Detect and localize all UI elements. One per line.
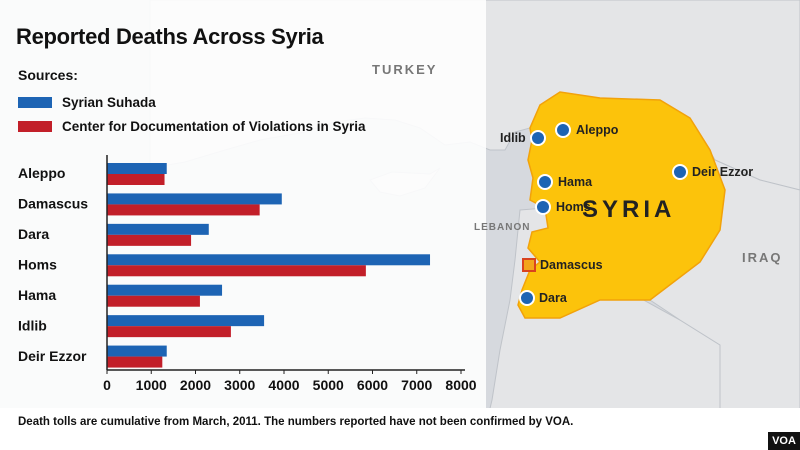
bar-syrian-suhada-deir-ezzor xyxy=(107,345,167,357)
bar-syrian-suhada-aleppo xyxy=(107,163,167,174)
x-tick-label: 2000 xyxy=(180,377,211,393)
country-label-lebanon: LEBANON xyxy=(474,222,531,233)
sources-label: Sources: xyxy=(18,67,78,83)
bar-cdv-idlib xyxy=(107,326,231,338)
x-tick-label: 1000 xyxy=(136,377,167,393)
x-tick-label: 8000 xyxy=(445,377,476,393)
bar-cdv-hama xyxy=(107,295,200,307)
bar-cdv-dara xyxy=(107,234,192,246)
category-label: Hama xyxy=(18,287,56,303)
city-hama: Hama xyxy=(537,174,592,190)
bar-cdv-deir-ezzor xyxy=(107,356,163,368)
city-label: Aleppo xyxy=(576,123,619,137)
footer-band xyxy=(0,408,800,450)
footnote: Death tolls are cumulative from March, 2… xyxy=(18,416,574,428)
category-label: Deir Ezzor xyxy=(18,348,87,364)
legend-item-syrian-suhada: Syrian Suhada xyxy=(18,94,156,110)
city-marker-icon xyxy=(519,290,535,306)
city-label: Idlib xyxy=(500,131,526,145)
bar-syrian-suhada-idlib xyxy=(107,315,265,327)
bar-syrian-suhada-dara xyxy=(107,223,209,235)
x-tick-label: 3000 xyxy=(224,377,255,393)
legend-swatch-red xyxy=(18,120,52,132)
country-label-iraq: IRAQ xyxy=(742,250,783,265)
city-label: Hama xyxy=(558,175,593,189)
country-label-turkey: TURKEY xyxy=(372,62,438,77)
category-label: Dara xyxy=(18,226,49,242)
city-marker-icon xyxy=(555,122,571,138)
bar-cdv-aleppo xyxy=(107,174,165,185)
x-tick-label: 7000 xyxy=(401,377,432,393)
city-damascus: Damascus xyxy=(522,258,603,272)
category-label: Damascus xyxy=(18,196,88,212)
city-marker-icon xyxy=(535,199,551,215)
category-label: Idlib xyxy=(18,317,47,333)
bar-syrian-suhada-hama xyxy=(107,284,223,296)
bar-cdv-homs xyxy=(107,265,366,277)
legend-label: Syrian Suhada xyxy=(62,94,156,110)
capital-marker-icon xyxy=(522,258,536,272)
legend-label: Center for Documentation of Violations i… xyxy=(62,118,366,134)
voa-logo: VOA xyxy=(768,432,800,450)
bar-syrian-suhada-damascus xyxy=(107,193,282,205)
city-label: Homs xyxy=(556,200,591,214)
city-aleppo: Aleppo xyxy=(555,122,618,138)
legend-item-cdv: Center for Documentation of Violations i… xyxy=(18,118,366,134)
city-homs: Homs xyxy=(535,199,591,215)
city-label: Dara xyxy=(539,291,567,305)
x-tick-label: 0 xyxy=(103,377,111,393)
country-label-syria: SYRIA xyxy=(582,196,676,223)
category-label: Aleppo xyxy=(18,165,65,181)
city-dara: Dara xyxy=(519,290,567,306)
city-marker-icon xyxy=(529,130,546,146)
syria-land xyxy=(517,91,726,319)
city-marker-icon xyxy=(672,164,688,180)
x-tick-label: 5000 xyxy=(313,377,344,393)
city-deir-ezzor: Deir Ezzor xyxy=(672,164,753,180)
chart-title: Reported Deaths Across Syria xyxy=(16,24,324,49)
x-tick-label: 6000 xyxy=(357,377,388,393)
city-label: Deir Ezzor xyxy=(692,165,754,179)
bar-chart: Aleppo Damascus Dara Homs Hama Idlib Deir Ezzo… xyxy=(18,155,477,393)
city-label: Damascus xyxy=(540,258,603,272)
bar-syrian-suhada-homs xyxy=(107,254,431,266)
city-idlib: Idlib xyxy=(500,130,546,146)
bar-cdv-damascus xyxy=(107,204,260,216)
category-label: Homs xyxy=(18,257,57,273)
legend-swatch-blue xyxy=(18,96,52,108)
city-marker-icon xyxy=(537,174,553,190)
x-tick-label: 4000 xyxy=(268,377,299,393)
